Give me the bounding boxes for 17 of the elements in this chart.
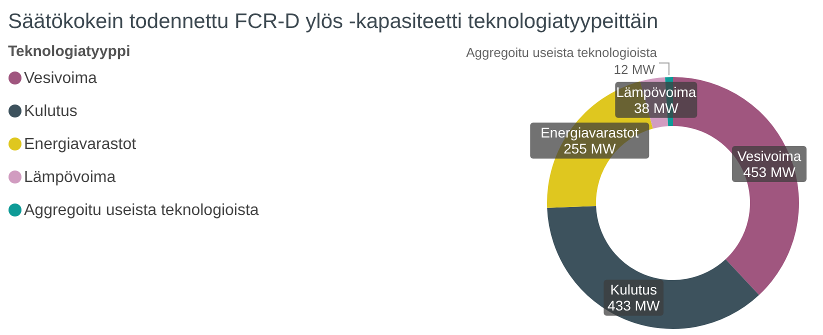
- data-label: 255 MW: [564, 140, 616, 157]
- legend-label: Lämpövoima: [24, 169, 116, 186]
- slice-label: Lämpövoima: [616, 84, 696, 100]
- data-label: 453 MW: [743, 164, 796, 180]
- slice-label: Kulutus: [610, 282, 657, 298]
- legend-label: Energiavarastot: [24, 136, 137, 153]
- data-label: 38 MW: [634, 100, 680, 116]
- chart-title: Säätökokein todennettu FCR-D ylös -kapasiteetti teknologiatyypeittäin: [8, 10, 658, 33]
- slice-label: Vesivoima: [737, 148, 802, 164]
- legend-title: Teknologiatyyppi: [8, 43, 130, 60]
- legend-label: Aggregoitu useista teknologioista: [24, 202, 259, 219]
- legend-label: Kulutus: [24, 103, 78, 120]
- data-label: 433 MW: [608, 298, 660, 314]
- legend-label: Vesivoima: [24, 70, 98, 87]
- data-label: 12 MW: [614, 62, 656, 77]
- slice-label: Aggregoitu useista teknologioista: [466, 45, 658, 60]
- slice-label: Energiavarastot: [540, 124, 639, 141]
